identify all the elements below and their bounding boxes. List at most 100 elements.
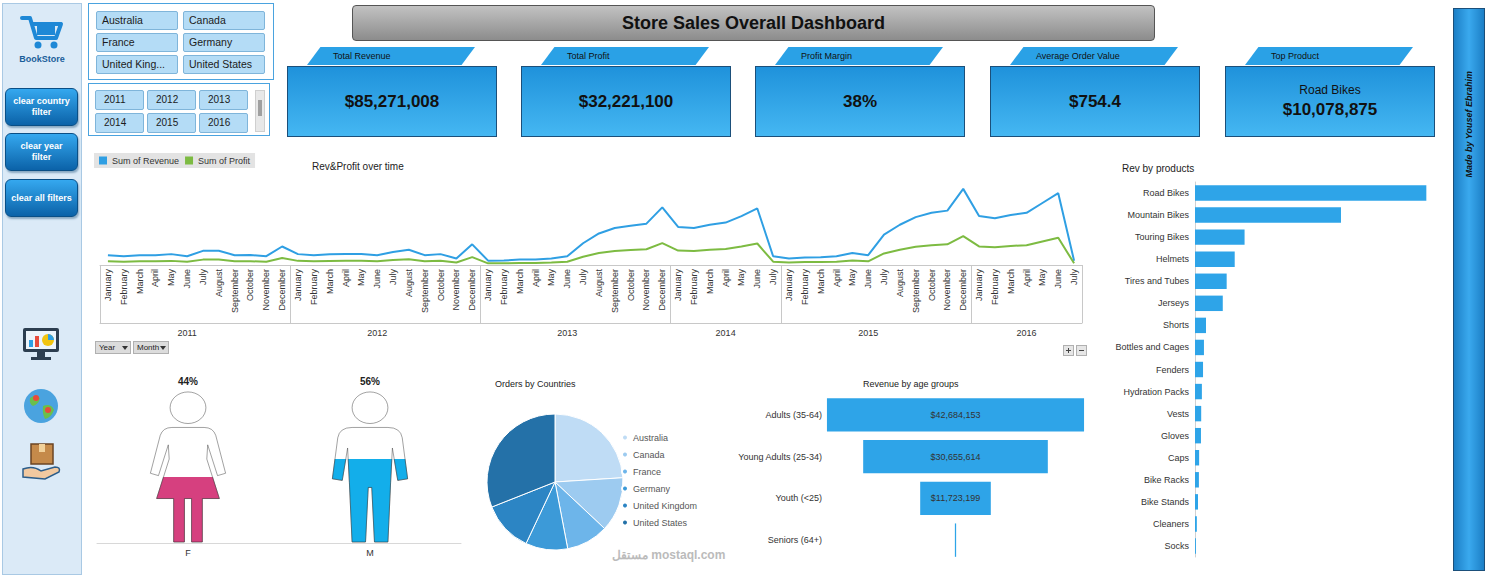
svg-text:June: June [752, 269, 762, 289]
svg-text:Tires and Tubes: Tires and Tubes [1125, 276, 1190, 286]
svg-text:January: January [974, 269, 984, 302]
svg-text:$30,655,614: $30,655,614 [930, 452, 980, 462]
svg-text:Caps: Caps [1168, 453, 1190, 463]
svg-text:France: France [633, 467, 661, 477]
svg-text:Rev&Profit over time: Rev&Profit over time [312, 161, 404, 172]
svg-text:September: September [911, 269, 921, 313]
svg-text:Socks: Socks [1164, 541, 1189, 551]
svg-text:Germany: Germany [633, 484, 671, 494]
svg-text:Bike Racks: Bike Racks [1144, 475, 1190, 485]
svg-text:2012: 2012 [367, 328, 387, 338]
svg-text:January: January [673, 269, 683, 302]
svg-text:Mountain Bikes: Mountain Bikes [1127, 210, 1189, 220]
svg-text:Shorts: Shorts [1163, 320, 1190, 330]
svg-text:March: March [705, 269, 715, 294]
svg-text:December: December [657, 269, 667, 311]
svg-text:May: May [546, 269, 556, 287]
svg-text:October: October [626, 269, 636, 301]
svg-text:July: July [198, 269, 208, 286]
svg-text:February: February [499, 269, 509, 306]
svg-text:F: F [185, 548, 191, 558]
svg-text:August: August [594, 269, 604, 298]
svg-text:December: December [958, 269, 968, 311]
svg-text:May: May [847, 269, 857, 287]
svg-text:May: May [736, 269, 746, 287]
svg-text:July: July [388, 269, 398, 286]
svg-text:September: September [610, 269, 620, 313]
svg-text:June: June [372, 269, 382, 289]
svg-text:August: August [404, 269, 414, 298]
svg-text:United States: United States [633, 518, 688, 528]
svg-text:44%: 44% [178, 376, 198, 387]
svg-text:September: September [420, 269, 430, 313]
svg-text:February: February [309, 269, 319, 306]
svg-text:April: April [150, 269, 160, 287]
svg-text:Fenders: Fenders [1156, 365, 1190, 375]
svg-text:November: November [261, 269, 271, 311]
svg-text:Rev by products: Rev by products [1122, 163, 1194, 174]
svg-text:United Kingdom: United Kingdom [633, 501, 697, 511]
svg-text:November: November [641, 269, 651, 311]
svg-text:Sum of Revenue: Sum of Revenue [112, 156, 179, 166]
svg-text:February: February [119, 269, 129, 306]
svg-text:April: April [721, 269, 731, 287]
svg-text:Cleaners: Cleaners [1153, 519, 1190, 529]
svg-text:March: March [816, 269, 826, 294]
svg-text:April: April [531, 269, 541, 287]
svg-text:June: June [863, 269, 873, 289]
svg-text:August: August [895, 269, 905, 298]
svg-text:March: March [515, 269, 525, 294]
svg-text:December: December [467, 269, 477, 311]
svg-text:January: January [483, 269, 493, 302]
svg-text:August: August [214, 269, 224, 298]
svg-text:Helmets: Helmets [1156, 254, 1190, 264]
svg-text:September: September [230, 269, 240, 313]
svg-text:March: March [325, 269, 335, 294]
svg-text:October: October [245, 269, 255, 301]
svg-text:October: October [436, 269, 446, 301]
svg-text:$42,684,153: $42,684,153 [930, 410, 980, 420]
svg-text:Seniors (64+): Seniors (64+) [768, 535, 822, 545]
svg-text:$11,723,199: $11,723,199 [931, 493, 980, 503]
svg-text:Young Adults (25-34): Young Adults (25-34) [738, 452, 822, 462]
svg-text:Revenue by age groups: Revenue by age groups [863, 379, 959, 389]
svg-text:Adults (35-64): Adults (35-64) [765, 410, 822, 420]
svg-text:Bottles and Cages: Bottles and Cages [1115, 342, 1189, 352]
svg-text:May: May [1037, 269, 1047, 287]
svg-text:March: March [135, 269, 145, 294]
svg-text:April: April [832, 269, 842, 287]
svg-text:Gloves: Gloves [1161, 431, 1190, 441]
svg-text:March: March [1006, 269, 1016, 294]
svg-text:Jerseys: Jerseys [1158, 298, 1190, 308]
svg-text:July: July [1069, 269, 1079, 286]
svg-text:June: June [182, 269, 192, 289]
svg-text:Sum of Profit: Sum of Profit [198, 156, 251, 166]
svg-text:Hydration Packs: Hydration Packs [1123, 387, 1189, 397]
svg-text:May: May [166, 269, 176, 287]
svg-text:November: November [942, 269, 952, 311]
svg-text:Vests: Vests [1167, 409, 1190, 419]
svg-text:December: December [277, 269, 287, 311]
svg-text:January: January [103, 269, 113, 302]
svg-text:June: June [1053, 269, 1063, 289]
svg-text:February: February [800, 269, 810, 306]
svg-text:2014: 2014 [716, 328, 736, 338]
svg-text:July: July [768, 269, 778, 286]
svg-text:February: February [990, 269, 1000, 306]
svg-text:Bike Stands: Bike Stands [1141, 497, 1190, 507]
svg-text:Australia: Australia [633, 433, 668, 443]
svg-text:April: April [1022, 269, 1032, 287]
svg-text:Youth (<25): Youth (<25) [776, 493, 822, 503]
svg-text:Touring Bikes: Touring Bikes [1135, 232, 1190, 242]
svg-text:Canada: Canada [633, 450, 665, 460]
svg-text:2011: 2011 [177, 328, 196, 338]
svg-text:November: November [451, 269, 461, 311]
svg-text:Orders by Countries: Orders by Countries [495, 379, 576, 389]
svg-text:2016: 2016 [1017, 328, 1037, 338]
svg-text:56%: 56% [360, 376, 380, 387]
svg-text:2013: 2013 [557, 328, 577, 338]
svg-text:July: July [578, 269, 588, 286]
svg-text:April: April [341, 269, 351, 287]
svg-text:February: February [689, 269, 699, 306]
svg-text:July: July [879, 269, 889, 286]
